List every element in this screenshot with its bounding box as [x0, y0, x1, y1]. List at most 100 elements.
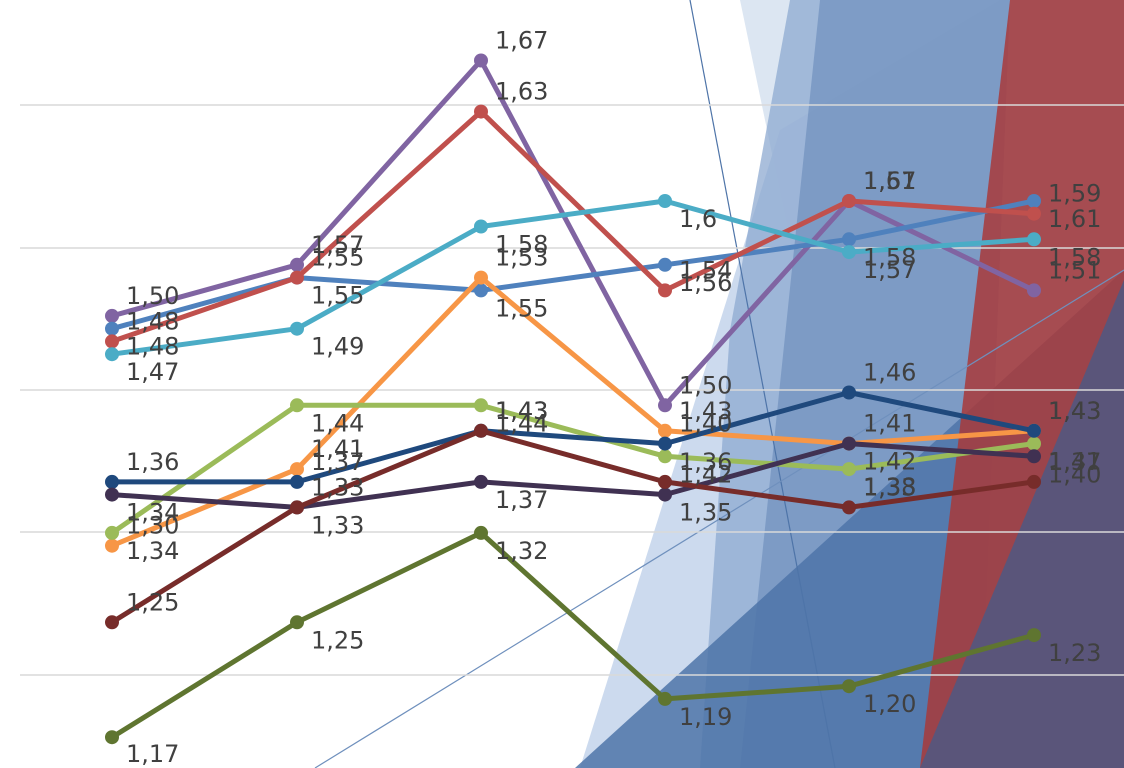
series-10-point-2 [290, 615, 304, 630]
series-10-point-6 [1027, 628, 1041, 643]
series-2-point-4 [658, 257, 672, 272]
series-1-label-5: 1,57 [863, 167, 916, 195]
series-9-label-6: 1,37 [1048, 448, 1101, 476]
series-6-point-3 [474, 398, 488, 413]
series-4-label-3: 1,58 [495, 231, 548, 259]
background-decoration [314, 0, 1124, 768]
series-9-label-1: 1,25 [126, 588, 179, 616]
series-1-point-6 [1027, 283, 1041, 298]
series-3-label-2: 1,55 [311, 244, 364, 272]
series-9-point-6 [1027, 474, 1041, 489]
series-10-point-5 [842, 679, 856, 694]
series-10-label-1: 1,17 [126, 740, 179, 768]
series-10-label-2: 1,25 [311, 626, 364, 654]
series-2-label-6: 1,61 [1048, 205, 1101, 233]
series-3-point-3 [474, 104, 488, 119]
series-3-line [111, 109, 1035, 344]
series-8-point-4 [658, 487, 672, 502]
series-7-point-2 [290, 474, 304, 489]
series-4-label-5: 1,57 [863, 256, 916, 284]
series-6 [105, 398, 1041, 540]
series-7-label-4: 1,40 [679, 410, 732, 438]
series-6-point-5 [842, 462, 856, 477]
series-10-label-5: 1,20 [863, 690, 916, 718]
series-7-label-2: 1,37 [311, 448, 364, 476]
series-3 [105, 104, 1041, 349]
series-1-point-1 [105, 308, 119, 323]
series-4-line [111, 198, 1035, 357]
series-6-label-6: 1,41 [1048, 448, 1101, 476]
series-6-label-4: 1,42 [679, 460, 732, 488]
series-10-label-3: 1,32 [495, 537, 548, 565]
series-4-label-4: 1,6 [679, 205, 717, 233]
series-8-label-2: 1,33 [311, 511, 364, 539]
series-8-line [111, 441, 1035, 510]
series-2-label-4: 1,56 [679, 269, 732, 297]
series-7-point-1 [105, 474, 119, 489]
series-9 [105, 423, 1041, 630]
series-1-line [111, 58, 1036, 408]
series-8-label-5: 1,42 [863, 448, 916, 476]
series-1-label-2: 1,57 [311, 231, 364, 259]
series-10-point-4 [658, 691, 672, 706]
series-6-label-1: 1,34 [126, 537, 179, 565]
series-5-label-4: 1,43 [679, 397, 732, 425]
series-7-point-5 [842, 385, 856, 400]
series-2-label-5: 1,58 [863, 243, 916, 271]
series-7-point-4 [658, 436, 672, 451]
series-9-point-5 [842, 500, 856, 515]
series-5-label-6: 1,43 [1048, 397, 1101, 425]
series-2-label-2: 1,55 [311, 282, 364, 310]
series-7-line [112, 390, 1035, 485]
series-6-label-3: 1,44 [495, 409, 548, 437]
series-3-label-1: 1,48 [126, 307, 179, 335]
series-1-point-2 [290, 257, 304, 272]
series-2-label-3: 1,55 [495, 294, 548, 322]
series-5-point-1 [105, 538, 119, 553]
series-5-point-2 [290, 462, 304, 477]
series-3-point-1 [105, 334, 119, 349]
series-6-label-2: 1,44 [311, 409, 364, 437]
series-3-label-5: 1,61 [863, 167, 916, 195]
series-7-label-3: 1,43 [495, 397, 548, 425]
series-2-point-3 [474, 283, 488, 298]
series-5-label-5: 1,41 [863, 410, 916, 438]
series-8-point-1 [105, 487, 119, 502]
series-6-line [110, 402, 1035, 535]
series-8-point-6 [1027, 449, 1041, 464]
series-3-point-2 [290, 270, 304, 285]
series-4-label-6: 1,58 [1048, 243, 1101, 271]
series-4-point-1 [105, 347, 119, 362]
series-4-point-2 [290, 321, 304, 336]
series-10-label-6: 1,23 [1048, 639, 1101, 667]
series-5-point-4 [658, 423, 672, 438]
series-2-point-5 [842, 232, 856, 247]
series-6-point-4 [658, 449, 672, 464]
series-3-point-4 [658, 283, 672, 298]
series-3-label-3: 1,63 [495, 78, 548, 106]
series-10-point-3 [474, 525, 488, 540]
series-5-label-3: 1,53 [495, 244, 548, 272]
series-4-point-6 [1027, 232, 1041, 247]
data-labels: 1,50 1,57 1,67 1,50 1,57 1,51 1,48 1,55 1,55 1,56… [126, 27, 1101, 768]
series-3-point-6 [1027, 206, 1041, 221]
series-4-point-3 [474, 219, 488, 234]
series-1-point-4 [658, 398, 672, 413]
series-9-label-3: 1,43 [495, 397, 548, 425]
series-1-label-3: 1,67 [495, 27, 548, 55]
series-7-label-5: 1,46 [863, 359, 916, 387]
series-8-label-3: 1,37 [495, 486, 548, 514]
series-7-label-1: 1,36 [126, 448, 179, 476]
series-4-label-2: 1,49 [311, 333, 364, 361]
series-6-point-1 [105, 525, 119, 540]
series-4 [105, 194, 1041, 362]
series-8-point-3 [474, 474, 488, 489]
series-10 [105, 525, 1041, 745]
series-1-label-1: 1,50 [126, 282, 179, 310]
series-9-point-4 [658, 474, 672, 489]
series-layer [105, 53, 1041, 745]
series-9-point-3 [474, 423, 488, 438]
series-10-line [110, 530, 1035, 740]
series-2-label-1: 1,48 [126, 333, 179, 361]
series-1-label-6: 1,51 [1048, 256, 1101, 284]
